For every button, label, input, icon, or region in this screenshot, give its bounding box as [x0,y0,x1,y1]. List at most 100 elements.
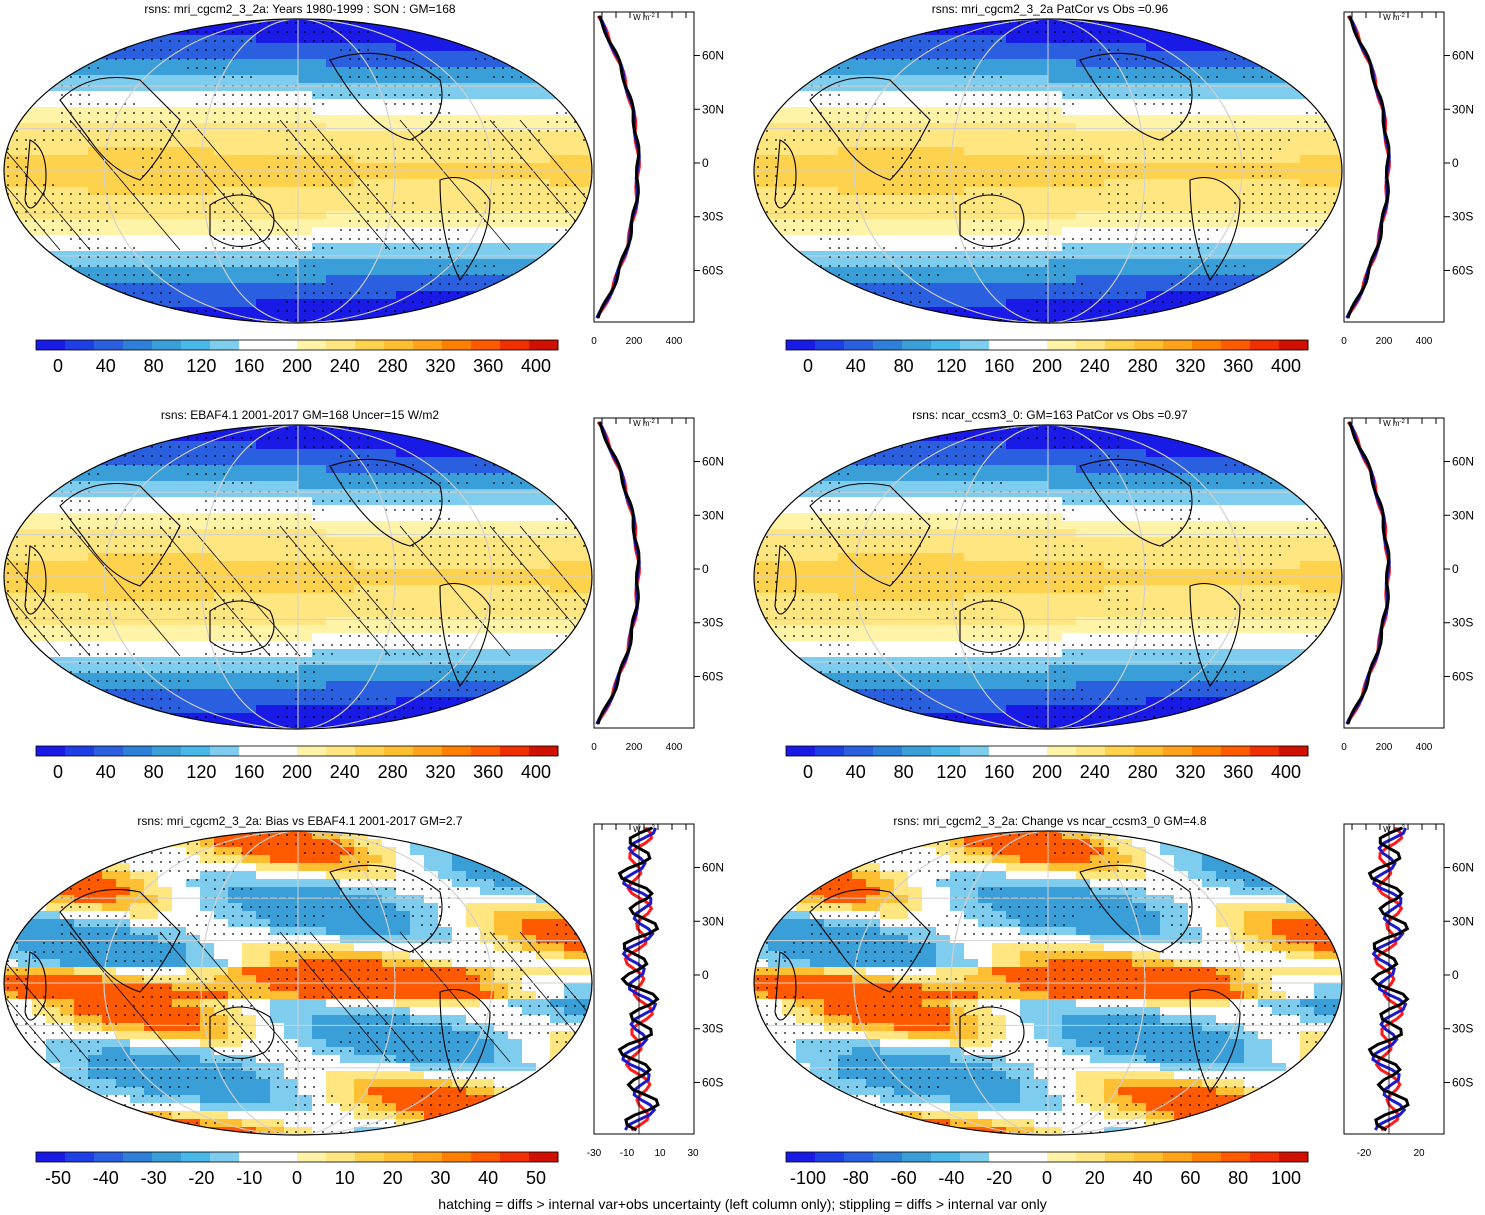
colorbar-swatch [529,1152,559,1162]
panel-title: rsns: ncar_ccsm3_0: GM=163 PatCor vs Obs… [912,408,1188,422]
colorbar-label: 160 [984,356,1014,376]
colorbar-swatch [1047,746,1077,756]
colorbar-swatch [1018,340,1048,350]
latitude-tick-label: 30S [702,210,723,224]
latitude-tick-label: 30N [702,508,724,522]
latitude-tick-label: 60N [1452,455,1474,469]
profile-tick-label: 400 [666,742,683,753]
colorbar-label: 360 [473,356,503,376]
colorbar-label: 200 [1032,356,1062,376]
colorbar-swatch [786,340,816,350]
colorbar-swatch [815,340,845,350]
colorbar-swatch [413,746,443,756]
colorbar-label: 280 [378,762,408,782]
colorbar-swatch [989,340,1019,350]
profile-tick-label: 200 [1376,742,1393,753]
colorbar-label: 0 [53,356,63,376]
panel-title: rsns: mri_cgcm2_3_2a PatCor vs Obs =0.96 [931,2,1169,16]
colorbar-swatch [94,1152,124,1162]
profile-line [1367,826,1410,1132]
colorbar-swatch [844,340,874,350]
colorbar-swatch [239,1152,269,1162]
colorbar-swatch [94,340,124,350]
colorbar-swatch [442,746,472,756]
colorbar-swatch [960,340,990,350]
profile-tick-label: 10 [654,1148,666,1159]
colorbar-swatch [355,340,385,350]
latitude-tick-label: 30S [1452,210,1473,224]
profile-tick-label: 400 [666,336,683,347]
colorbar-label: 240 [1080,762,1110,782]
colorbar-swatch [36,1152,66,1162]
latitude-tick-label: 30N [1452,508,1474,522]
colorbar-swatch [500,1152,530,1162]
latitude-tick-label: 60N [1452,49,1474,63]
colorbar-swatch [1105,746,1135,756]
colorbar: -100 -80 -60 -40 -20 0 20 40 60 80 100 [785,1151,1309,1188]
colorbar-swatch [786,746,816,756]
colorbar-label: -50 [45,1168,71,1188]
colorbar-swatch [1163,340,1193,350]
colorbar-swatch [471,1152,501,1162]
colorbar-label: 320 [1175,762,1205,782]
colorbar-swatch [815,1152,845,1162]
colorbar-swatch [500,340,530,350]
colorbar-label: 80 [894,762,914,782]
colorbar-swatch [902,746,932,756]
colorbar-swatch [960,1152,990,1162]
colorbar-swatch [1018,746,1048,756]
panel-title: rsns: mri_cgcm2_3_2a: Years 1980-1999 : … [144,2,456,16]
colorbar: -50 -40 -30 -20 -10 0 10 20 30 40 50 [35,1151,559,1188]
latitude-tick-label: 0 [702,156,709,170]
profile-line [596,15,641,319]
colorbar-swatch [297,746,327,756]
colorbar-swatch [442,340,472,350]
profile-tick-label: -10 [620,1148,635,1159]
colorbar-swatch [1076,340,1106,350]
colorbar-label: -30 [141,1168,167,1188]
panel-title: rsns: EBAF4.1 2001-2017 GM=168 Uncer=15 … [160,408,440,422]
colorbar-swatch [326,1152,356,1162]
colorbar-swatch [471,746,501,756]
colorbar-swatch [1192,340,1222,350]
colorbar-swatch [123,1152,153,1162]
colorbar-label: 320 [425,762,455,782]
colorbar-swatch [384,340,414,350]
colorbar-swatch [471,340,501,350]
colorbar-swatch [1134,746,1164,756]
colorbar-swatch [181,1152,211,1162]
colorbar-swatch [873,1152,903,1162]
latitude-tick-label: 30N [1452,914,1474,928]
latitude-tick-label: 60S [702,263,723,277]
colorbar-swatch [989,1152,1019,1162]
colorbar-label: -20 [188,1168,214,1188]
colorbar-label: 0 [292,1168,302,1188]
colorbar-swatch [65,746,95,756]
footnote: hatching = diffs > internal var+obs unce… [438,1196,1047,1212]
profile-tick-label: 400 [1416,742,1433,753]
colorbar-swatch [529,746,559,756]
latitude-tick-label: 30S [1452,1022,1473,1036]
colorbar-swatch [384,1152,414,1162]
colorbar-label: 360 [1223,356,1253,376]
colorbar-swatch [1105,340,1135,350]
profile-tick-label: 20 [1413,1148,1425,1159]
profile-tick-label: -20 [1357,1148,1372,1159]
profile-line [1346,15,1391,319]
colorbar-label: 280 [378,356,408,376]
colorbar-label: 0 [803,762,813,782]
map-panel: rsns: EBAF4.1 2001-2017 GM=168 Uncer=15 … [0,406,735,806]
colorbar-label: 120 [186,762,216,782]
colorbar-swatch [210,746,240,756]
colorbar-label: 120 [936,762,966,782]
colorbar-label: 0 [53,762,63,782]
colorbar-swatch [239,746,269,756]
colorbar-label: -60 [891,1168,917,1188]
colorbar-label: 80 [1228,1168,1248,1188]
